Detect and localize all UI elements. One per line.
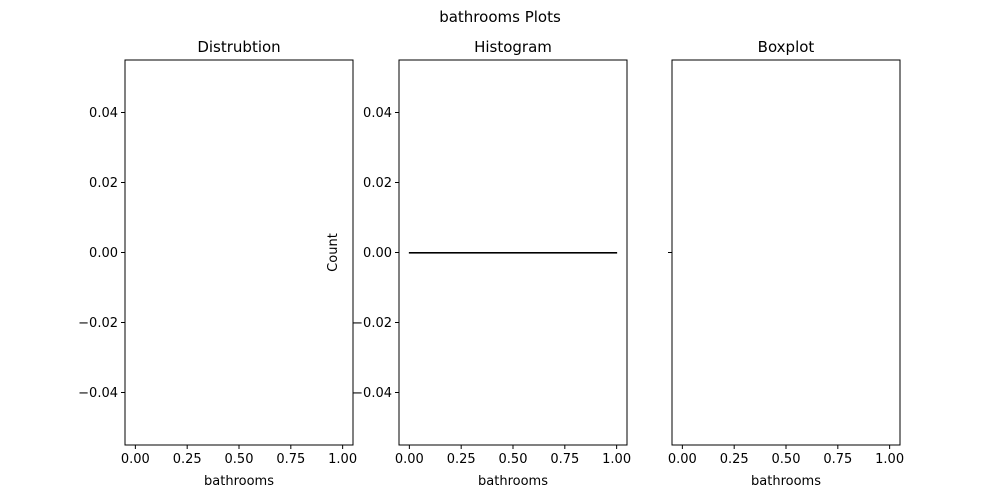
y-axis-label: Count bbox=[326, 233, 341, 272]
x-tick-label: 0.25 bbox=[447, 452, 476, 467]
x-tick-label: 0.75 bbox=[823, 452, 852, 467]
x-tick-label: 1.00 bbox=[602, 452, 631, 467]
y-tick-label: 0.04 bbox=[89, 106, 118, 121]
x-tick-label: 0.00 bbox=[121, 452, 150, 467]
subplot-title: Distrubtion bbox=[197, 38, 280, 56]
y-tick-label: 0.00 bbox=[363, 246, 392, 261]
x-tick-label: 0.25 bbox=[720, 452, 749, 467]
y-tick-label: 0.02 bbox=[363, 176, 392, 191]
x-axis-label: bathrooms bbox=[751, 474, 821, 489]
x-tick-label: 0.00 bbox=[395, 452, 424, 467]
subplots: Distrubtion 0.00 0.25 0.50 0.75 1.00 bathrooms… bbox=[78, 38, 904, 489]
y-tick-label: −0.04 bbox=[78, 386, 118, 401]
x-tick-label: 0.25 bbox=[173, 452, 202, 467]
x-tick-label: 0.50 bbox=[499, 452, 528, 467]
subplot-title: Histogram bbox=[474, 38, 552, 56]
y-tick-label: −0.02 bbox=[78, 316, 118, 331]
x-tick-label: 0.75 bbox=[276, 452, 305, 467]
x-tick-label: 0.50 bbox=[225, 452, 254, 467]
y-tick-label: 0.04 bbox=[363, 106, 392, 121]
y-tick-label: −0.04 bbox=[352, 386, 392, 401]
histogram-bar bbox=[408, 252, 618, 254]
x-tick-label: 1.00 bbox=[328, 452, 357, 467]
axes-frame bbox=[124, 59, 354, 446]
subplot-title: Boxplot bbox=[758, 38, 815, 56]
x-tick-label: 0.50 bbox=[772, 452, 801, 467]
x-axis-label: bathrooms bbox=[204, 474, 274, 489]
subplot-1: Distrubtion 0.00 0.25 0.50 0.75 1.00 bathrooms… bbox=[78, 38, 357, 489]
axes-frame bbox=[398, 59, 628, 446]
subplot-2: Histogram 0.00 0.25 0.50 0.75 1.00 bathrooms 0.… bbox=[326, 38, 631, 489]
x-tick-label: 0.75 bbox=[550, 452, 579, 467]
subplot-3: Boxplot 0.00 0.25 0.50 0.75 1.00 bathrooms bbox=[668, 38, 904, 489]
x-tick-label: 0.00 bbox=[668, 452, 697, 467]
y-tick-label: 0.00 bbox=[89, 246, 118, 261]
figure-suptitle: bathrooms Plots bbox=[439, 8, 561, 26]
y-tick-label: 0.02 bbox=[89, 176, 118, 191]
axes-frame bbox=[671, 59, 901, 446]
x-tick-label: 1.00 bbox=[875, 452, 904, 467]
y-tick-label: −0.02 bbox=[352, 316, 392, 331]
x-axis-label: bathrooms bbox=[478, 474, 548, 489]
